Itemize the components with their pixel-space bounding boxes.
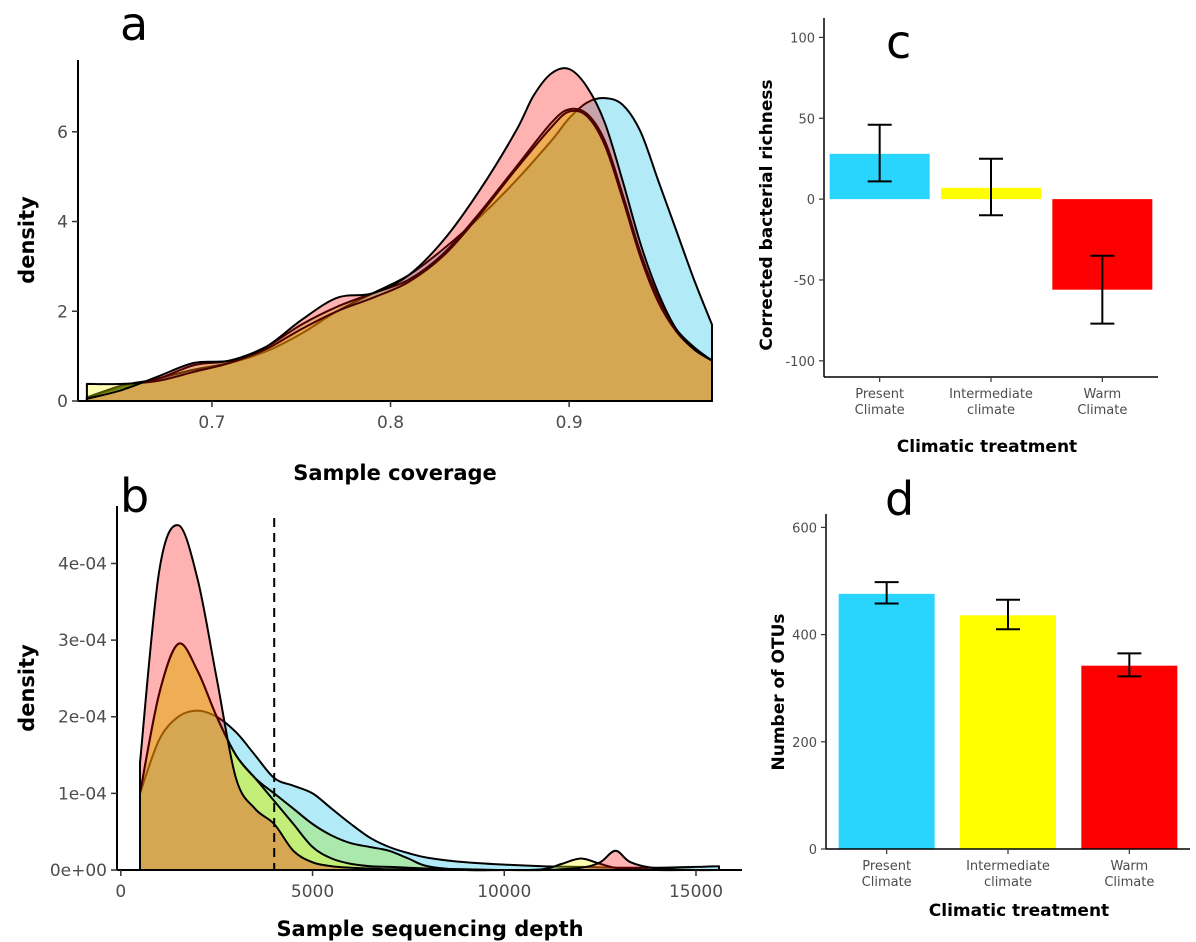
x-tick-label: Intermediate climate bbox=[966, 859, 1050, 890]
y-tick-label: 0 bbox=[809, 843, 817, 858]
density-area-series-4 bbox=[139, 524, 720, 872]
y-axis-title: density bbox=[15, 196, 39, 284]
bar-layer bbox=[838, 581, 1178, 849]
y-tick-label: -50 bbox=[794, 274, 815, 289]
density-series-layer bbox=[139, 524, 720, 872]
x-ticks: Present Climate Intermediate climate Warm Cli… bbox=[862, 849, 1154, 890]
x-tick-label: 0.9 bbox=[556, 413, 583, 433]
y-tick-label: 600 bbox=[792, 521, 817, 536]
y-axis-title: density bbox=[15, 644, 39, 732]
y-tick-label: 100 bbox=[790, 31, 815, 46]
panel-a: a 0.7 0.8 0.9 0 2 4 6 Sample coverage density bbox=[15, 0, 713, 485]
y-tick-label: 0 bbox=[807, 193, 815, 208]
x-tick-label: 15000 bbox=[669, 882, 723, 902]
panel-d: d Present Climate Intermediate climate Warm C… bbox=[769, 472, 1190, 921]
y-axis-title: Number of OTUs bbox=[769, 613, 789, 770]
panel-b: b 0 5000 10000 15000 0e+00 1e-04 2e-04 3e-04 4e… bbox=[15, 469, 742, 941]
bar-3 bbox=[1081, 665, 1178, 849]
x-ticks: 0.7 0.8 0.9 bbox=[198, 401, 583, 433]
x-ticks: Present Climate Intermediate climate Warm Cli… bbox=[855, 377, 1127, 418]
y-tick-label: 50 bbox=[798, 112, 815, 127]
y-tick-label: -100 bbox=[785, 355, 815, 370]
bar-layer bbox=[829, 123, 1153, 325]
x-axis-title: Sample coverage bbox=[293, 461, 497, 485]
x-tick-label: Present Climate bbox=[862, 859, 912, 890]
y-tick-label: 0e+00 bbox=[50, 861, 107, 881]
y-tick-label: 0 bbox=[57, 392, 68, 412]
x-tick-label: 5000 bbox=[291, 882, 334, 902]
y-tick-label: 1e-04 bbox=[58, 784, 107, 804]
y-ticks: 0 200 400 600 bbox=[792, 521, 826, 858]
x-ticks: 0 5000 10000 15000 bbox=[115, 870, 723, 902]
density-area-series-4 bbox=[85, 67, 713, 402]
y-ticks: 0 2 4 6 bbox=[57, 123, 78, 412]
panel-c: c Present Climate Intermediate climate Warm C… bbox=[757, 15, 1158, 457]
x-tick-label: 10000 bbox=[477, 882, 531, 902]
x-axis-title: Climatic treatment bbox=[897, 437, 1077, 457]
y-tick-label: 3e-04 bbox=[58, 631, 107, 651]
panel-label-b: b bbox=[120, 469, 149, 523]
y-tick-label: 2e-04 bbox=[58, 708, 107, 728]
y-tick-label: 4e-04 bbox=[58, 554, 107, 574]
y-ticks: 0e+00 1e-04 2e-04 3e-04 4e-04 bbox=[50, 554, 117, 881]
density-area-series-1 bbox=[139, 709, 720, 871]
x-axis-title: Sample sequencing depth bbox=[276, 917, 583, 941]
y-ticks: -100 -50 0 50 100 bbox=[785, 31, 824, 370]
x-tick-label: Warm Climate bbox=[1077, 387, 1127, 418]
x-tick-label: 0.7 bbox=[198, 413, 225, 433]
y-tick-label: 200 bbox=[792, 736, 817, 751]
panel-label-a: a bbox=[120, 0, 148, 51]
bar-1 bbox=[838, 593, 935, 849]
x-tick-label: Present Climate bbox=[855, 387, 905, 418]
x-tick-label: 0.8 bbox=[377, 413, 404, 433]
y-tick-label: 2 bbox=[57, 302, 68, 322]
panel-label-d: d bbox=[885, 472, 914, 526]
y-tick-label: 4 bbox=[57, 213, 68, 233]
bar-2 bbox=[960, 615, 1056, 849]
density-series-layer bbox=[85, 67, 713, 402]
x-axis-title: Climatic treatment bbox=[929, 901, 1109, 921]
x-tick-label: 0 bbox=[115, 882, 126, 902]
y-tick-label: 400 bbox=[792, 629, 817, 644]
x-tick-label: Warm Climate bbox=[1104, 859, 1154, 890]
y-axis-title: Corrected bacterial richness bbox=[757, 79, 777, 350]
x-tick-label: Intermediate climate bbox=[949, 387, 1033, 418]
density-area-series-3 bbox=[85, 109, 713, 402]
panel-label-c: c bbox=[886, 15, 911, 69]
y-tick-label: 6 bbox=[57, 123, 68, 143]
